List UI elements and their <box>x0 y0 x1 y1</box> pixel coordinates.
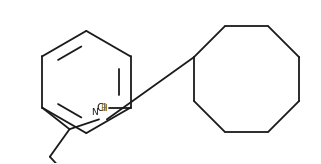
Text: N: N <box>91 108 98 117</box>
Text: Cl: Cl <box>97 102 107 113</box>
Text: H: H <box>100 104 107 113</box>
